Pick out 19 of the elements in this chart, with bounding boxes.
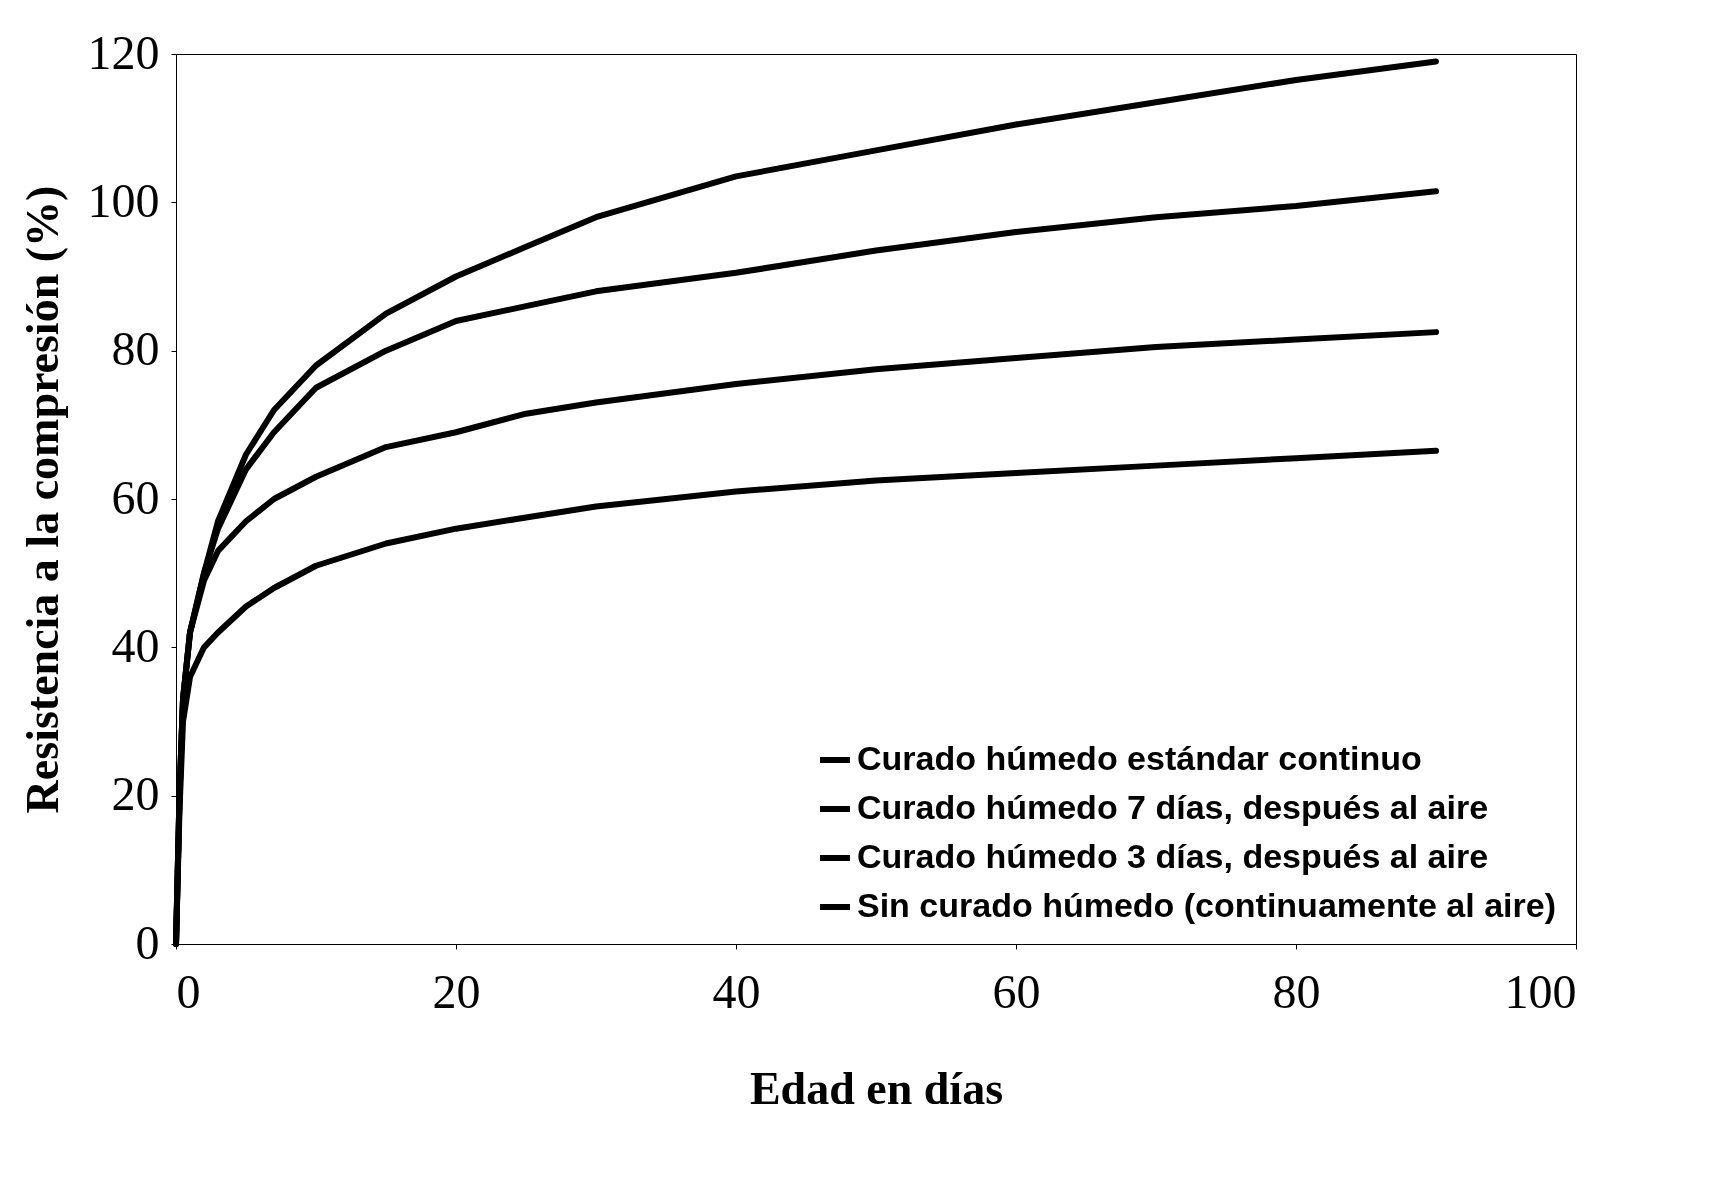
y-tick-label: 20 (111, 767, 160, 821)
legend-label: Curado húmedo 3 días, después al aire (857, 837, 1489, 875)
y-tick-label: 120 (87, 25, 160, 79)
x-tick-label: 80 (1272, 964, 1321, 1018)
x-tick-label: 20 (432, 964, 481, 1018)
legend-label: Curado húmedo estándar continuo (857, 739, 1422, 777)
x-tick-label: 40 (712, 964, 761, 1018)
y-tick-label: 100 (87, 173, 160, 227)
legend-label: Sin curado húmedo (continuamente al aire) (857, 886, 1556, 924)
x-tick-label: 0 (176, 964, 201, 1018)
y-axis-title: Resistencia a la compresión (%) (16, 185, 68, 814)
y-tick-label: 0 (135, 915, 160, 969)
x-tick-label: 60 (992, 964, 1041, 1018)
x-tick-label: 100 (1504, 964, 1577, 1018)
legend-label: Curado húmedo 7 días, después al aire (857, 788, 1489, 826)
x-axis-title: Edad en días (749, 1062, 1004, 1114)
y-tick-label: 80 (111, 322, 160, 376)
y-tick-label: 40 (111, 618, 160, 672)
y-tick-label: 60 (111, 470, 160, 524)
